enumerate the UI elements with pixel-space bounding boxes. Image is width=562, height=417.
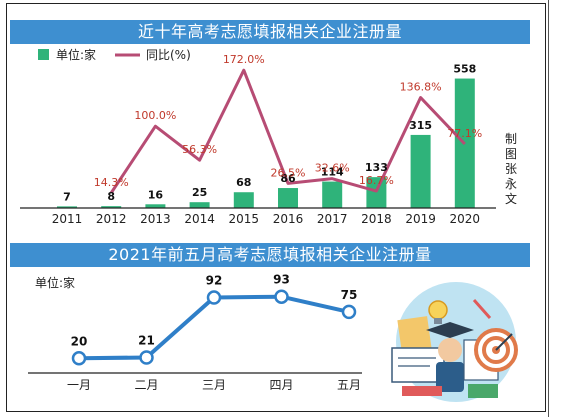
x-tick-一月: 一月	[67, 378, 91, 392]
bar-2014	[189, 202, 210, 208]
month-label-二月: 21	[138, 333, 155, 347]
x-tick-2019: 2019	[405, 212, 436, 226]
x-tick-2015: 2015	[229, 212, 260, 226]
bar-label-2013: 16	[148, 188, 164, 201]
x-tick-四月: 四月	[269, 378, 293, 392]
yoy-label-2017: 32.6%	[315, 162, 350, 175]
x-tick-2016: 2016	[273, 212, 304, 226]
legend-bar-swatch	[38, 49, 49, 60]
x-tick-2020: 2020	[450, 212, 481, 226]
bar-label-2017: 114	[321, 166, 344, 179]
chart2-unit-label: 单位:家	[35, 275, 75, 290]
month-point-三月	[206, 290, 222, 305]
yoy-label-2020: 77.1%	[447, 127, 482, 140]
x-tick-二月: 二月	[134, 378, 158, 392]
yoy-line	[109, 68, 466, 194]
yoy-label-2015: 172.0%	[223, 53, 265, 66]
bar-2013	[145, 204, 166, 208]
monthly-line	[78, 294, 350, 361]
x-tick-2013: 2013	[140, 212, 171, 226]
bar-label-2018: 133	[365, 161, 388, 174]
bar-2018	[366, 177, 387, 208]
bar-label-2014: 25	[192, 186, 207, 199]
x-tick-2018: 2018	[361, 212, 392, 226]
x-tick-五月: 五月	[337, 378, 361, 392]
month-label-三月: 92	[206, 274, 223, 288]
chart2-title: 2021年前五月高考志愿填报相关企业注册量	[10, 243, 530, 267]
bar-2019	[410, 134, 431, 208]
chart1-title: 近十年高考志愿填报相关企业注册量	[10, 20, 530, 44]
legend-bar-label: 单位:家	[56, 47, 96, 62]
yoy-label-2012: 14.3%	[94, 176, 129, 189]
yoy-label-2019: 136.8%	[400, 81, 442, 94]
bar-2016	[278, 188, 298, 208]
bar-label-2011: 7	[63, 190, 71, 203]
bar-label-2012: 8	[107, 190, 115, 203]
bar-label-2015: 68	[236, 176, 251, 189]
bar-2015	[233, 192, 254, 208]
month-point-二月	[139, 350, 154, 365]
credit: 制图张永文	[504, 132, 517, 206]
legend-line-label: 同比(%)	[146, 48, 191, 62]
month-label-一月: 20	[71, 334, 88, 348]
month-point-五月	[341, 304, 357, 320]
yoy-label-2013: 100.0%	[134, 109, 176, 122]
bar-2011	[57, 206, 77, 208]
bar-label-2016: 86	[280, 172, 296, 185]
bar-label-2020: 558	[453, 63, 476, 76]
bar-label-2019: 315	[409, 119, 432, 132]
legend: 单位:家 同比(%)	[38, 47, 191, 62]
month-point-一月	[71, 351, 87, 366]
x-tick-2017: 2017	[317, 212, 348, 226]
bar-2017	[322, 181, 343, 208]
month-label-五月: 75	[341, 288, 358, 302]
x-tick-三月: 三月	[202, 378, 226, 392]
x-tick-2011: 2011	[52, 212, 83, 226]
bar-2012	[101, 206, 122, 208]
yoy-label-2018: 16.7%	[359, 174, 394, 187]
right-border	[548, 0, 549, 417]
x-tick-2014: 2014	[184, 212, 215, 226]
chart1: 单位:家 同比(%) 7 8 16 25 68 86 114 133 315 558 14.3% 1…	[20, 47, 496, 226]
yoy-label-2016: 26.5%	[271, 166, 306, 179]
yoy-label-2014: 56.3%	[182, 143, 217, 156]
x-tick-2012: 2012	[96, 212, 127, 226]
education-illustration-icon	[378, 278, 526, 410]
month-label-四月: 93	[273, 273, 290, 287]
month-point-四月	[274, 289, 289, 304]
